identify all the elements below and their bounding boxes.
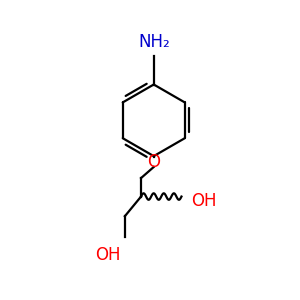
- Text: OH: OH: [95, 246, 120, 264]
- Text: OH: OH: [191, 192, 216, 210]
- Text: NH₂: NH₂: [138, 33, 169, 51]
- Text: O: O: [147, 153, 160, 171]
